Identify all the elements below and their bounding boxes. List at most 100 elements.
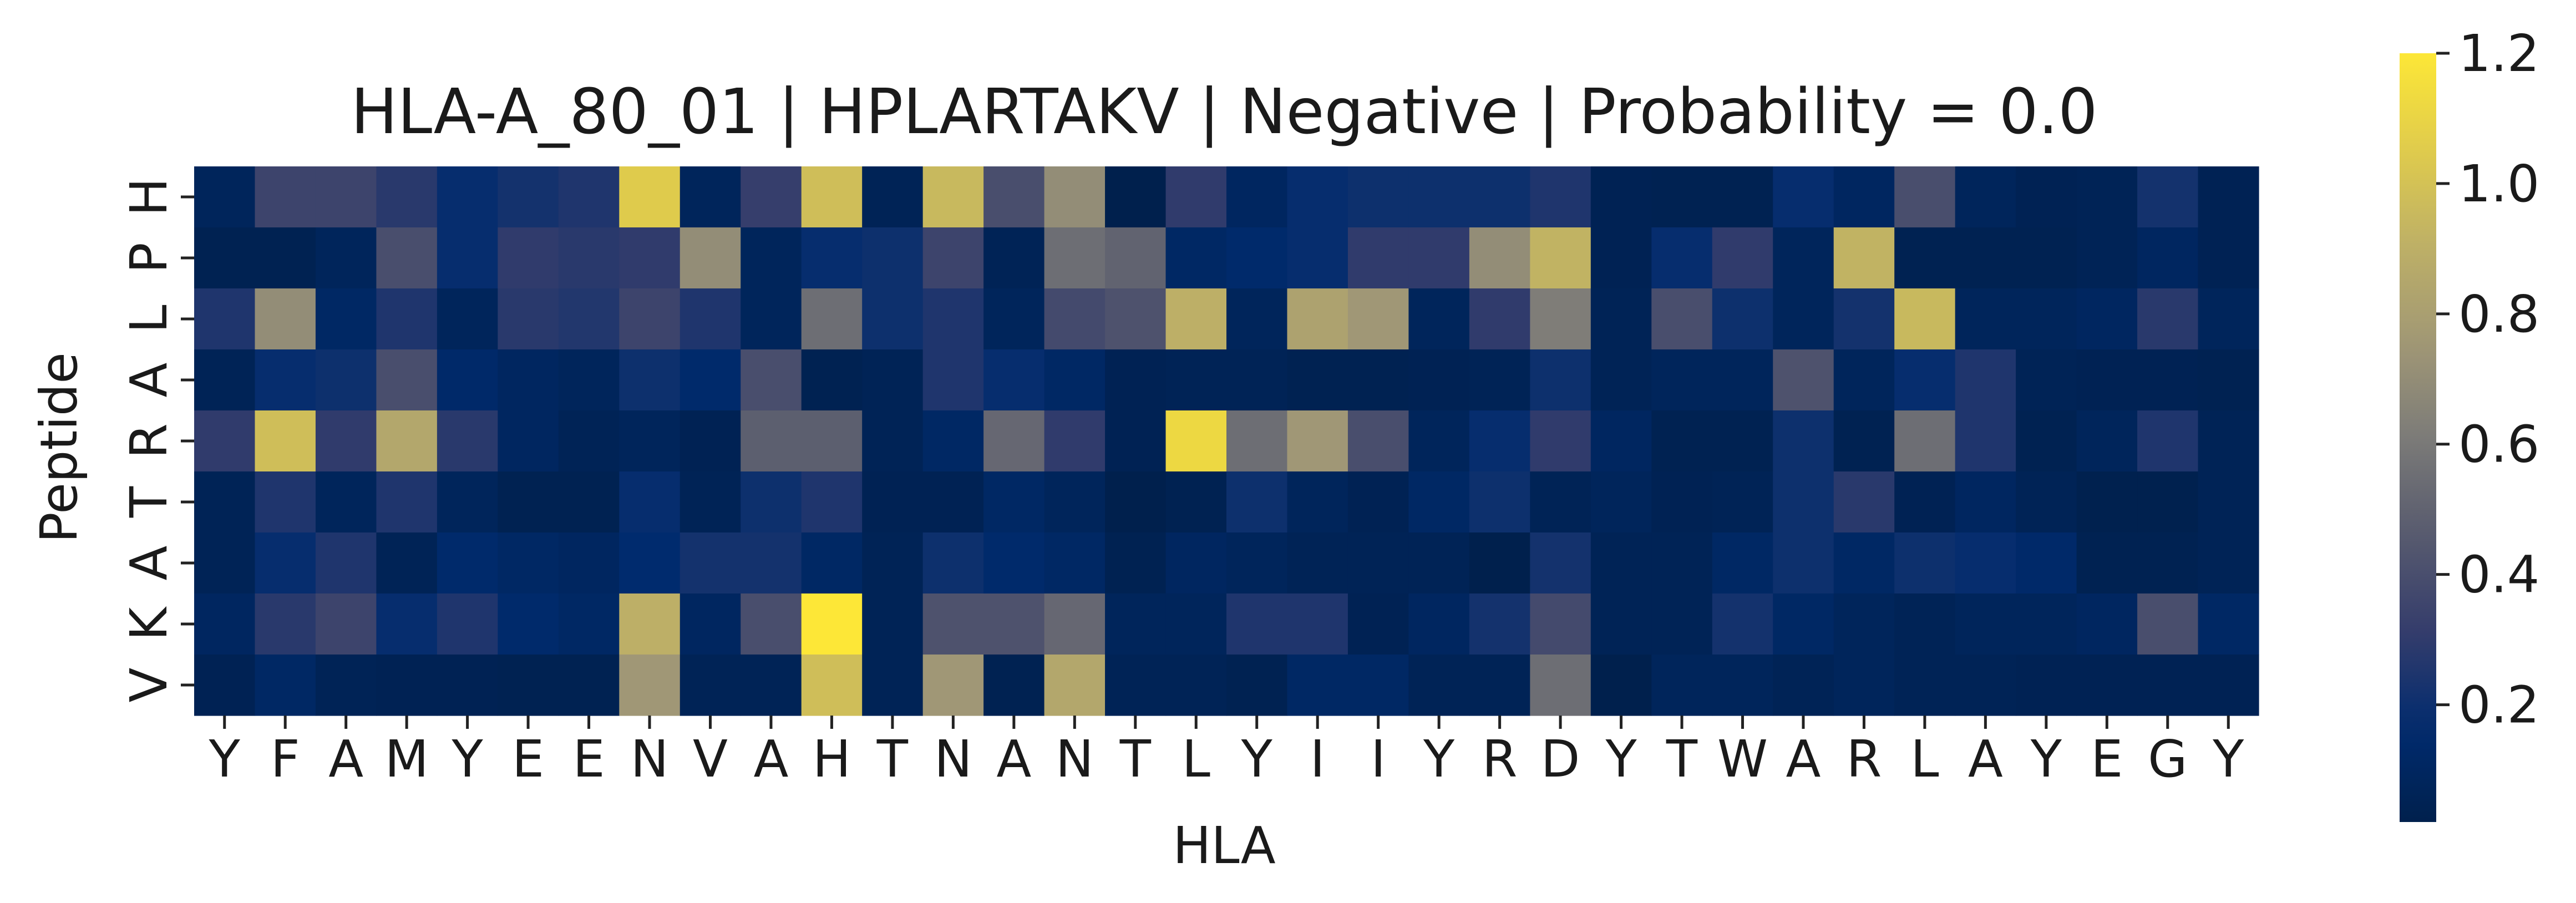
heatmap-cell xyxy=(1105,349,1167,411)
heatmap-cell xyxy=(1712,471,1773,533)
heatmap-cell xyxy=(1894,288,1956,350)
heatmap-cell xyxy=(922,410,984,472)
heatmap-cell xyxy=(1894,471,1956,533)
heatmap-cell xyxy=(1287,349,1348,411)
heatmap-cell xyxy=(1833,471,1895,533)
heatmap-cell xyxy=(1955,471,2016,533)
x-tick-label: N xyxy=(631,729,669,789)
heatmap-cell xyxy=(1530,655,1591,716)
heatmap-cell xyxy=(1773,593,1834,655)
x-tick-label: Y xyxy=(209,729,241,789)
heatmap-cell xyxy=(1712,166,1773,228)
heatmap-cell xyxy=(741,349,802,411)
heatmap-cell xyxy=(1287,593,1348,655)
heatmap-cell xyxy=(2198,227,2259,289)
heatmap-cell xyxy=(2016,655,2077,716)
heatmap-cell xyxy=(2137,349,2199,411)
x-tick-label: T xyxy=(1119,729,1152,789)
colorbar-ticks: 0.2 0.4 0.6 0.8 1.0 1.2 xyxy=(2436,24,2539,735)
heatmap-cell xyxy=(1651,655,1713,716)
heatmap-cells xyxy=(194,166,2259,716)
heatmap-cell xyxy=(558,410,620,472)
heatmap-cell xyxy=(922,532,984,594)
heatmap-cell xyxy=(862,349,924,411)
heatmap-cell xyxy=(680,166,741,228)
y-tick-label: H xyxy=(119,177,179,216)
heatmap-cell xyxy=(1105,166,1167,228)
heatmap-cell xyxy=(1165,288,1227,350)
heatmap-cell xyxy=(2076,349,2138,411)
heatmap-cell xyxy=(1530,349,1591,411)
heatmap-cell xyxy=(922,471,984,533)
heatmap-cell xyxy=(1955,532,2016,594)
heatmap-cell xyxy=(1347,655,1409,716)
heatmap-cell xyxy=(194,288,256,350)
heatmap-cell xyxy=(255,349,316,411)
heatmap-cell xyxy=(680,532,741,594)
heatmap-cell xyxy=(437,471,498,533)
heatmap-cell xyxy=(1226,410,1288,472)
heatmap-cell xyxy=(437,349,498,411)
heatmap-cell xyxy=(194,593,256,655)
y-axis-ticks: HPLARTAKV xyxy=(119,177,194,702)
heatmap-cell xyxy=(2137,166,2199,228)
heatmap-cell xyxy=(1651,593,1713,655)
heatmap-cell xyxy=(315,532,377,594)
heatmap-cell xyxy=(1590,349,1652,411)
x-tick-label: A xyxy=(1786,729,1821,789)
heatmap-cell xyxy=(1044,655,1106,716)
heatmap-cell xyxy=(437,593,498,655)
heatmap-cell xyxy=(680,655,741,716)
heatmap-cell xyxy=(255,410,316,472)
x-tick-label: T xyxy=(1666,729,1698,789)
heatmap-cell xyxy=(1773,532,1834,594)
x-tick-label: H xyxy=(813,729,851,789)
heatmap-cell xyxy=(619,593,681,655)
x-tick-label: A xyxy=(754,729,789,789)
heatmap-cell xyxy=(1590,655,1652,716)
heatmap-cell xyxy=(1287,227,1348,289)
heatmap-cell xyxy=(1105,471,1167,533)
heatmap-cell xyxy=(1408,410,1470,472)
heatmap-cell xyxy=(1651,166,1713,228)
heatmap-cell xyxy=(437,166,498,228)
heatmap-cell xyxy=(1651,349,1713,411)
heatmap-cell xyxy=(2076,288,2138,350)
heatmap-cell xyxy=(862,593,924,655)
heatmap-cell xyxy=(558,166,620,228)
heatmap-cell xyxy=(2076,471,2138,533)
colorbar-tick-label: 0.4 xyxy=(2458,545,2539,605)
heatmap-cell xyxy=(2137,655,2199,716)
heatmap-cell xyxy=(801,166,863,228)
heatmap-cell xyxy=(619,227,681,289)
heatmap-cell xyxy=(741,532,802,594)
heatmap-cell xyxy=(1651,471,1713,533)
heatmap-cell xyxy=(194,349,256,411)
colorbar-tick-label: 0.2 xyxy=(2458,676,2539,735)
heatmap-cell xyxy=(1347,288,1409,350)
heatmap-cell xyxy=(1469,227,1530,289)
heatmap-cell xyxy=(1044,288,1106,350)
y-tick-label: L xyxy=(119,305,179,333)
heatmap-cell xyxy=(922,227,984,289)
heatmap-cell xyxy=(255,593,316,655)
heatmap-cell xyxy=(1226,349,1288,411)
heatmap-cell xyxy=(983,288,1045,350)
heatmap-cell xyxy=(1590,288,1652,350)
heatmap-cell xyxy=(498,410,559,472)
heatmap-cell xyxy=(1165,655,1227,716)
heatmap-cell xyxy=(376,166,438,228)
heatmap-cell xyxy=(1651,288,1713,350)
heatmap-cell xyxy=(983,471,1045,533)
heatmap-cell xyxy=(862,655,924,716)
heatmap-cell xyxy=(1590,471,1652,533)
heatmap-cell xyxy=(498,655,559,716)
heatmap-cell xyxy=(1165,349,1227,411)
heatmap-cell xyxy=(680,227,741,289)
colorbar-tick-label: 1.0 xyxy=(2458,154,2539,214)
heatmap-cell xyxy=(194,471,256,533)
heatmap-cell xyxy=(619,349,681,411)
heatmap-cell xyxy=(1408,655,1470,716)
heatmap-cell xyxy=(2016,288,2077,350)
heatmap-cell xyxy=(680,471,741,533)
